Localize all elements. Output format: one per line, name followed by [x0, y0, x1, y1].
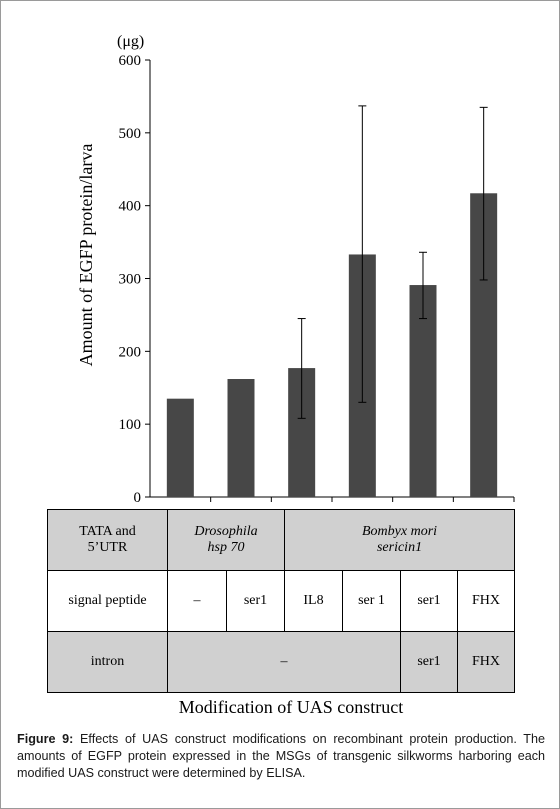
drosophila-line1: Drosophila [194, 524, 258, 539]
y-tick-label: 0 [134, 490, 142, 506]
row-signal-peptide: signal peptide – ser1 IL8 ser 1 ser1 FHX [47, 570, 516, 632]
cell-bombyx: Bombyx mori sericin1 [283, 509, 516, 571]
cell-intron-merged: – [167, 631, 401, 693]
bar-chart: (μg) Amount of EGFP protein/larva 0 100 20… [76, 33, 515, 506]
tata-label-line1: TATA and [79, 524, 136, 539]
x-axis-label: Modification of UAS construct [178, 697, 404, 717]
y-tick-label: 300 [119, 272, 142, 288]
cell-intron-6: FHX [456, 631, 516, 693]
cell-intron-5: ser1 [400, 631, 458, 693]
tata-label-line2: 5’UTR [87, 540, 128, 555]
cell-signal-6: FHX [456, 570, 516, 632]
cell-signal-1: – [167, 570, 227, 632]
caption-text: Effects of UAS construct modifications o… [17, 732, 545, 780]
cell-intron-label: intron [47, 631, 168, 693]
cell-drosophila: Drosophila hsp 70 [167, 509, 285, 571]
cell-signal-5: ser1 [400, 570, 458, 632]
row-intron: intron – ser1 FHX [47, 631, 516, 693]
bombyx-line2: sericin1 [376, 540, 423, 555]
y-axis-label: Amount of EGFP protein/larva [76, 144, 96, 367]
cell-signal-4: ser 1 [342, 570, 401, 632]
drosophila-line2: hsp 70 [207, 540, 245, 555]
bar [409, 285, 437, 497]
row-tata-utr: TATA and 5’UTR Drosophila hsp 70 Bombyx … [47, 509, 516, 571]
unit-label: (μg) [117, 33, 144, 50]
cell-tata-label: TATA and 5’UTR [47, 509, 168, 571]
y-tick-label: 600 [119, 53, 142, 69]
bar [166, 398, 194, 497]
cell-signal-3: IL8 [284, 570, 343, 632]
y-tick-label: 200 [119, 344, 142, 360]
cell-signal-label: signal peptide [47, 570, 168, 632]
bar [227, 379, 255, 497]
y-tick-label: 400 [119, 199, 142, 215]
construct-table: TATA and 5’UTR Drosophila hsp 70 Bombyx … [47, 509, 516, 693]
y-tick-label: 100 [119, 417, 142, 433]
cell-signal-2: ser1 [226, 570, 285, 632]
y-tick-label: 500 [119, 126, 142, 142]
caption-label: Figure 9: [17, 732, 74, 746]
bombyx-line1: Bombyx mori [362, 524, 438, 539]
figure-caption: Figure 9: Effects of UAS construct modif… [17, 731, 545, 782]
